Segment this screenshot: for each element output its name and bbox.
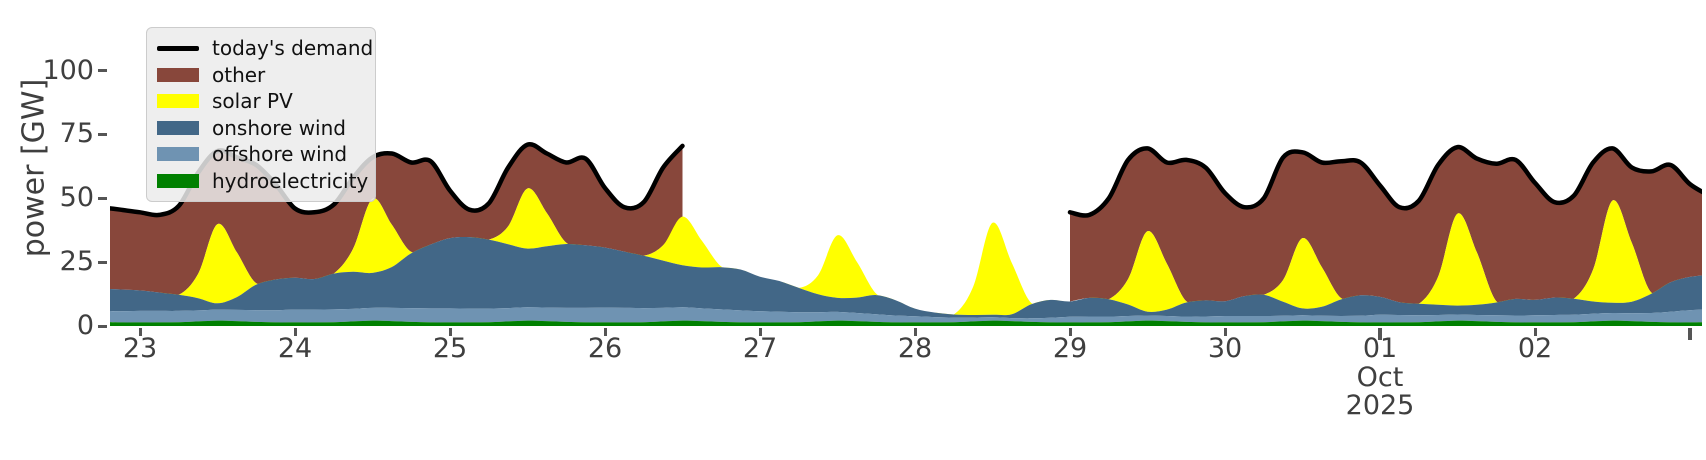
y-tick-label: 75 — [59, 118, 94, 150]
offshore-wind-swatch — [157, 147, 199, 162]
area-other — [1070, 147, 1702, 306]
y-tick-mark — [98, 324, 107, 328]
y-axis-label: power [GW] — [16, 78, 52, 258]
x-tick-mark — [1378, 328, 1382, 340]
legend-item-label: offshore wind — [212, 142, 348, 167]
legend-item-hydroelectricity: hydroelectricity — [157, 168, 369, 195]
legend-item-onshore-wind: onshore wind — [157, 115, 365, 142]
x-tick-label: 28 — [897, 333, 933, 364]
x-tick-mark — [1688, 328, 1692, 340]
demand-line-key — [157, 45, 199, 51]
legend-item-todays-demand: today's demand — [157, 35, 373, 62]
legend: today's demand other solar PV onshore wi… — [146, 27, 376, 202]
y-tick-mark — [98, 260, 107, 264]
x-tick-sub-label: 2025 — [1345, 390, 1415, 421]
area-onshore-wind — [110, 236, 1702, 319]
x-tick-label: 24 — [277, 333, 313, 364]
legend-item-label: today's demand — [212, 36, 374, 61]
x-tick-label: 01 — [1362, 333, 1398, 364]
y-tick-label: 25 — [59, 246, 94, 278]
legend-item-offshore-wind: offshore wind — [157, 141, 365, 168]
x-tick-mark — [1068, 328, 1072, 336]
area-solar-pv — [110, 188, 1702, 317]
legend-item-other: other — [157, 62, 365, 89]
y-tick-label: 100 — [42, 54, 94, 86]
x-tick-label: 02 — [1517, 333, 1553, 364]
hydroelectricity-swatch — [157, 173, 199, 188]
onshore-wind-swatch — [157, 120, 199, 135]
x-tick-mark — [138, 328, 142, 336]
other-swatch — [157, 67, 199, 82]
x-tick-label: 25 — [432, 333, 468, 364]
y-tick-label: 50 — [59, 182, 94, 214]
x-tick-sub-label: Oct — [1356, 362, 1404, 393]
legend-item-label: hydroelectricity — [212, 168, 369, 193]
area-hydroelectricity — [110, 320, 1702, 326]
x-tick-label: 30 — [1207, 333, 1243, 364]
legend-item-label: other — [212, 62, 266, 87]
legend-item-label: solar PV — [212, 89, 293, 114]
legend-item-label: onshore wind — [212, 115, 346, 140]
todays-demand-line — [1067, 144, 1702, 218]
y-tick-mark — [98, 69, 107, 72]
solar-pv-swatch — [157, 94, 199, 109]
x-tick-mark — [293, 328, 297, 336]
legend-item-solar-pv: solar PV — [157, 88, 365, 115]
y-tick-mark — [98, 196, 107, 200]
x-tick-mark — [448, 328, 452, 336]
x-tick-label: 23 — [122, 333, 158, 364]
x-tick-label: 29 — [1052, 333, 1088, 364]
y-tick-label: 0 — [76, 310, 94, 341]
x-tick-mark — [603, 328, 607, 336]
x-tick-mark — [758, 328, 762, 336]
y-tick-mark — [98, 132, 107, 136]
x-tick-label: 26 — [587, 333, 623, 364]
x-tick-mark — [913, 328, 917, 336]
area-offshore-wind — [110, 307, 1702, 323]
x-tick-label: 27 — [742, 333, 778, 364]
x-tick-mark — [1223, 328, 1227, 336]
x-tick-mark — [1533, 328, 1537, 336]
